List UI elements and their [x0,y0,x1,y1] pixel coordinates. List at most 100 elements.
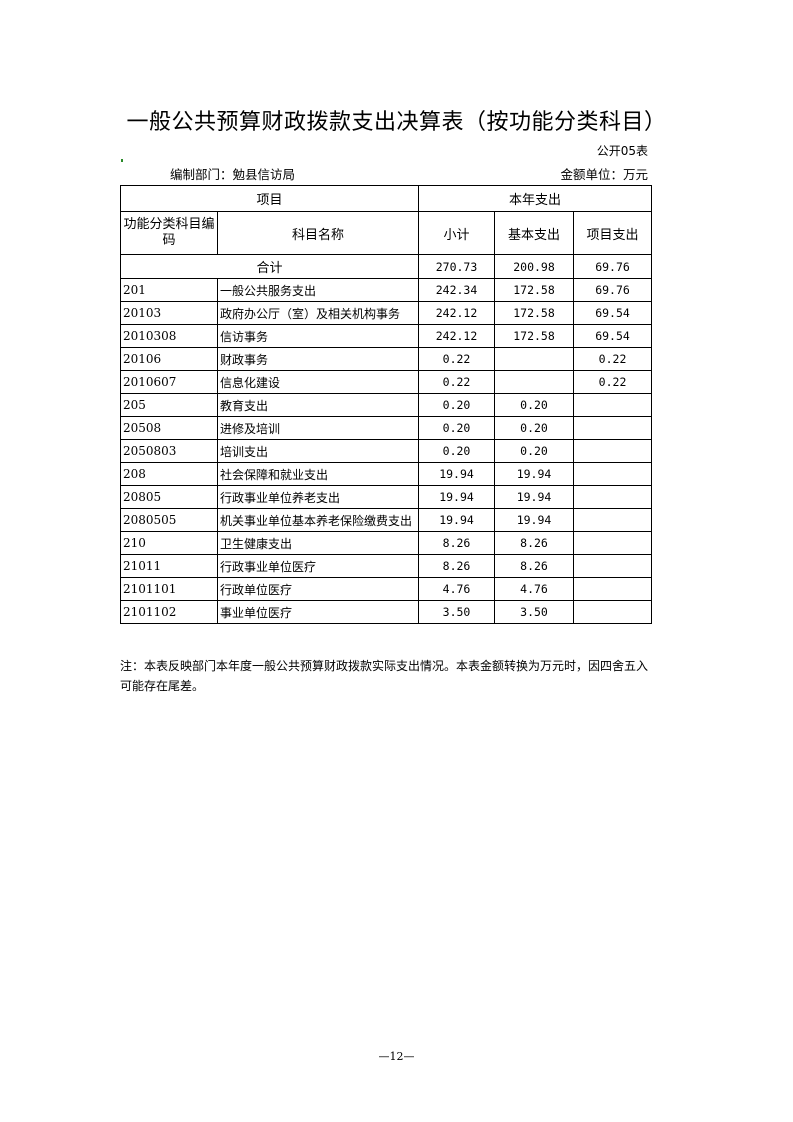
cell-code: 2080505 [120,508,218,532]
cell-code: 2101101 [120,577,218,601]
cell-subtotal: 242.34 [418,278,496,302]
cell-name: 信息化建设 [216,370,420,394]
cell-subtotal: 8.26 [418,554,496,578]
cell-code: 20103 [120,301,218,325]
cell-project [573,439,653,463]
table-row: 20103 政府办公厅（室）及相关机构事务 242.12 172.58 69.54 [120,301,653,325]
cell-code: 2010607 [120,370,218,394]
table-row: 20805 行政事业单位养老支出 19.94 19.94 [120,485,653,509]
cell-project [573,416,653,440]
cell-name: 进修及培训 [216,416,420,440]
page-title: 一般公共预算财政拨款支出决算表（按功能分类科目） [126,110,667,135]
cell-project: 0.22 [573,370,653,394]
cell-subtotal: 19.94 [418,508,496,532]
cell-basic: 3.50 [494,600,575,624]
cell-basic: 8.26 [494,554,575,578]
cell-subtotal: 0.20 [418,416,496,440]
department: 编制部门：勉县信访局 [170,167,296,182]
cell-subtotal: 4.76 [418,577,496,601]
cell-basic: 0.20 [494,439,575,463]
cell-code: 205 [120,393,218,417]
cell-project [573,554,653,578]
cell-code: 20106 [120,347,218,371]
table-row: 20106 财政事务 0.22 0.22 [120,347,653,371]
header-item: 项目 [119,185,420,212]
cell-subtotal: 0.20 [418,393,496,417]
cell-project [573,600,653,624]
cell-name: 行政事业单位养老支出 [216,485,420,509]
table-row: 20508 进修及培训 0.20 0.20 [120,416,653,440]
header-name: 科目名称 [216,211,420,255]
cell-basic: 8.26 [494,531,575,555]
table-row: 2010607 信息化建设 0.22 0.22 [120,370,653,394]
table-row: 2050803 培训支出 0.20 0.20 [120,439,653,463]
cell-subtotal: 0.22 [418,347,496,371]
cell-name: 行政单位医疗 [216,577,420,601]
table-row: 210 卫生健康支出 8.26 8.26 [120,531,653,555]
header-basic: 基本支出 [494,211,575,255]
cell-basic: 0.20 [494,416,575,440]
cell-subtotal: 242.12 [418,324,496,348]
cell-basic: 172.58 [494,324,575,348]
cell-basic: 19.94 [494,462,575,486]
cell-basic: 4.76 [494,577,575,601]
cell-basic [494,347,575,371]
cell-basic: 0.20 [494,393,575,417]
cell-project: 69.54 [573,324,653,348]
cell-name: 信访事务 [216,324,420,348]
cell-subtotal: 19.94 [418,485,496,509]
cell-subtotal: 19.94 [418,462,496,486]
cell-basic [494,370,575,394]
page-number: —12— [378,1050,415,1063]
cell-basic: 172.58 [494,301,575,325]
cell-code: 2101102 [120,600,218,624]
table-row: 201 一般公共服务支出 242.34 172.58 69.76 [120,278,653,302]
cell-code: 201 [120,278,218,302]
header-subtotal: 小计 [418,211,496,255]
cell-code: 208 [120,462,218,486]
cell-subtotal: 0.20 [418,439,496,463]
cell-subtotal: 242.12 [418,301,496,325]
table-row: 21011 行政事业单位医疗 8.26 8.26 [120,554,653,578]
cell-code: 2050803 [120,439,218,463]
cell-project: 69.54 [573,301,653,325]
cell-project [573,531,653,555]
cell-code: 20805 [120,485,218,509]
cell-name: 一般公共服务支出 [216,278,420,302]
cell-name: 财政事务 [216,347,420,371]
cell-name: 机关事业单位基本养老保险缴费支出 [216,508,420,532]
amount-unit: 金额单位：万元 [560,167,648,182]
cell-code: 2010308 [120,324,218,348]
cell-basic: 172.58 [494,278,575,302]
footnote: 注：本表反映部门本年度一般公共预算财政拨款实际支出情况。本表金额转换为万元时，因… [120,659,649,693]
cell-code: 21011 [120,554,218,578]
table-row: 2010308 信访事务 242.12 172.58 69.54 [120,324,653,348]
cell-project [573,577,653,601]
cell-code: 210 [120,531,218,555]
total-subtotal: 270.73 [418,254,496,279]
cell-basic: 19.94 [494,485,575,509]
total-label: 合计 [119,254,420,279]
cell-name: 事业单位医疗 [216,600,420,624]
total-row: 合计 270.73 200.98 69.76 [119,254,653,279]
cell-name: 培训支出 [216,439,420,463]
cell-project [573,462,653,486]
cell-basic: 19.94 [494,508,575,532]
total-basic: 200.98 [494,254,575,279]
cell-project: 0.22 [573,347,653,371]
cell-project: 69.76 [573,278,653,302]
form-number: 公开05表 [596,144,648,158]
table-row: 205 教育支出 0.20 0.20 [120,393,653,417]
cell-project [573,508,653,532]
table-row: 2080505 机关事业单位基本养老保险缴费支出 19.94 19.94 [120,508,653,532]
total-project: 69.76 [573,254,653,279]
cell-project [573,393,653,417]
cell-name: 教育支出 [216,393,420,417]
expenditure-table: 项目 本年支出 功能分类科目编码 科目名称 小计 基本支出 项目支出 合计 27… [119,185,653,624]
cell-name: 行政事业单位医疗 [216,554,420,578]
cell-subtotal: 0.22 [418,370,496,394]
cell-name: 卫生健康支出 [216,531,420,555]
table-row: 208 社会保障和就业支出 19.94 19.94 [120,462,653,486]
header-code: 功能分类科目编码 [120,211,218,255]
cell-subtotal: 3.50 [418,600,496,624]
